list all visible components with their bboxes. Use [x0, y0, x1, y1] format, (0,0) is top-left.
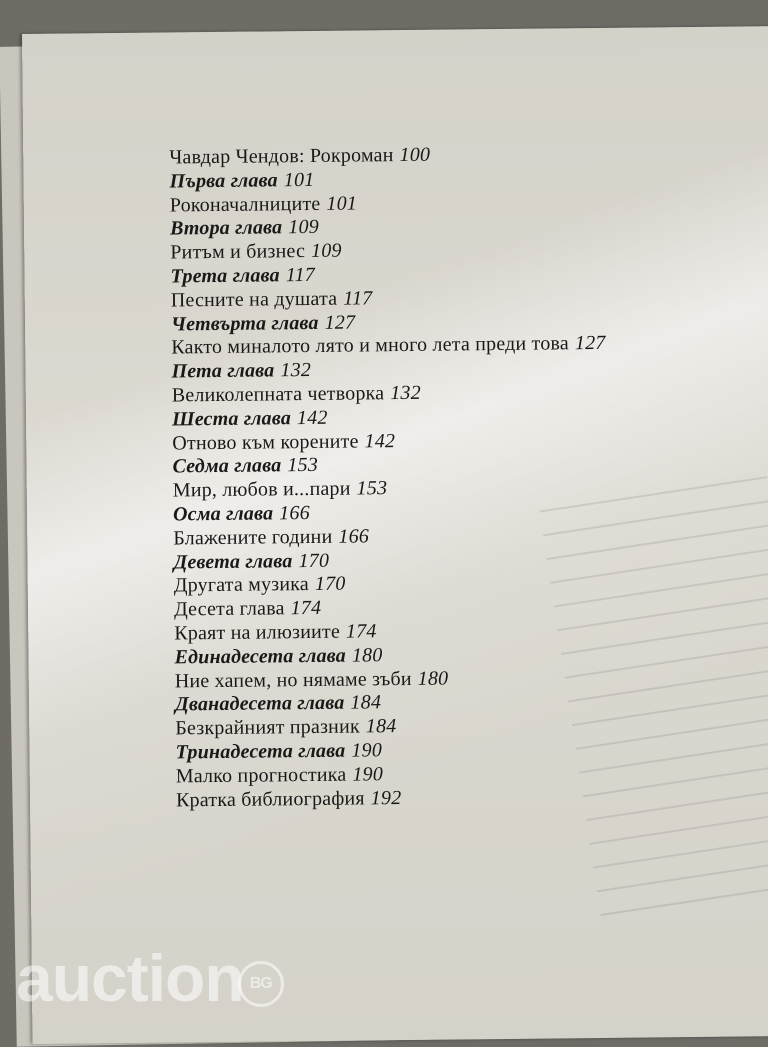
book-page: Чавдар Чендов: Рокроман 100 Първа глава 101… [22, 25, 768, 1044]
entry-title: Отново към корените [172, 430, 359, 455]
entry-title: Девета глава [173, 549, 293, 573]
entry-page-number: 101 [283, 168, 315, 192]
auction-watermark-logo: auction BG [16, 940, 284, 1016]
entry-title: Тринадесета глава [175, 739, 346, 764]
entry-title: Безкрайният празник [175, 715, 360, 740]
entry-title: Както миналото лято и много лета преди т… [171, 332, 570, 359]
entry-title: Втора глава [169, 216, 283, 240]
table-of-contents: Чавдар Чендов: Рокроман 100 Първа глава 101… [169, 142, 610, 813]
entry-title: Десета глава [173, 597, 285, 621]
entry-page-number: 153 [356, 477, 388, 500]
entry-page-number: 117 [343, 287, 373, 310]
entry-page-number: 142 [364, 429, 396, 452]
entry-page-number: 117 [285, 263, 316, 287]
entry-title: Малко прогностика [175, 763, 347, 788]
toc-section-entry: Кратка библиография 192 [176, 784, 611, 812]
entry-page-number: 174 [290, 597, 322, 620]
watermark-badge: BG [237, 960, 284, 1007]
entry-title: Пета глава [171, 359, 275, 383]
entry-title: Единадесета глава [174, 644, 347, 669]
entry-title: Първа глава [169, 169, 278, 193]
entry-page-number: 166 [338, 525, 370, 548]
entry-page-number: 184 [350, 691, 382, 714]
entry-title: Дванадесета глава [174, 691, 345, 716]
entry-title: Кратка библиография [175, 786, 365, 811]
entry-page-number: 127 [574, 332, 606, 355]
entry-page-number: 132 [390, 381, 422, 405]
entry-title: Песните на душата [170, 287, 338, 312]
entry-page-number: 184 [365, 715, 397, 738]
entry-page-number: 190 [351, 739, 383, 762]
entry-page-number: 180 [351, 643, 383, 667]
entry-title: Седма глава [172, 454, 282, 478]
entry-page-number: 190 [352, 762, 384, 786]
entry-page-number: 132 [280, 359, 312, 382]
entry-title: Великолепната четворка [171, 382, 385, 407]
entry-title: Роконачалниците [169, 192, 321, 217]
entry-title: Чавдар Чендов: Рокроман [169, 144, 394, 169]
entry-title: Осма глава [172, 502, 274, 526]
entry-page-number: 109 [310, 239, 342, 263]
toc-section-entry: Както миналото лято и много лета преди т… [171, 332, 606, 360]
entry-page-number: 153 [287, 454, 319, 477]
entry-page-number: 170 [298, 549, 330, 572]
entry-title: Шеста глава [171, 406, 292, 431]
entry-title: Трета глава [170, 264, 280, 288]
entry-page-number: 109 [288, 216, 320, 239]
entry-title: Ритъм и бизнес [170, 240, 306, 264]
watermark-text: auction [16, 941, 245, 1015]
entry-page-number: 180 [417, 667, 449, 690]
entry-title: Краят на илюзиите [174, 620, 341, 645]
entry-page-number: 142 [296, 406, 328, 429]
entry-page-number: 101 [326, 192, 358, 215]
entry-title: Блажените години [173, 525, 333, 550]
entry-title: Ние хапем, но нямаме зъби [174, 667, 412, 692]
entry-page-number: 127 [324, 311, 356, 334]
entry-page-number: 174 [345, 620, 377, 643]
entry-title: Четвърта глава [170, 311, 319, 336]
entry-title: Другата музика [173, 573, 310, 597]
entry-page-number: 166 [279, 501, 310, 525]
entry-page-number: 192 [370, 786, 402, 809]
entry-title: Мир, любов и...пари [172, 477, 351, 502]
entry-page-number: 100 [399, 143, 431, 167]
entry-page-number: 170 [314, 572, 346, 596]
